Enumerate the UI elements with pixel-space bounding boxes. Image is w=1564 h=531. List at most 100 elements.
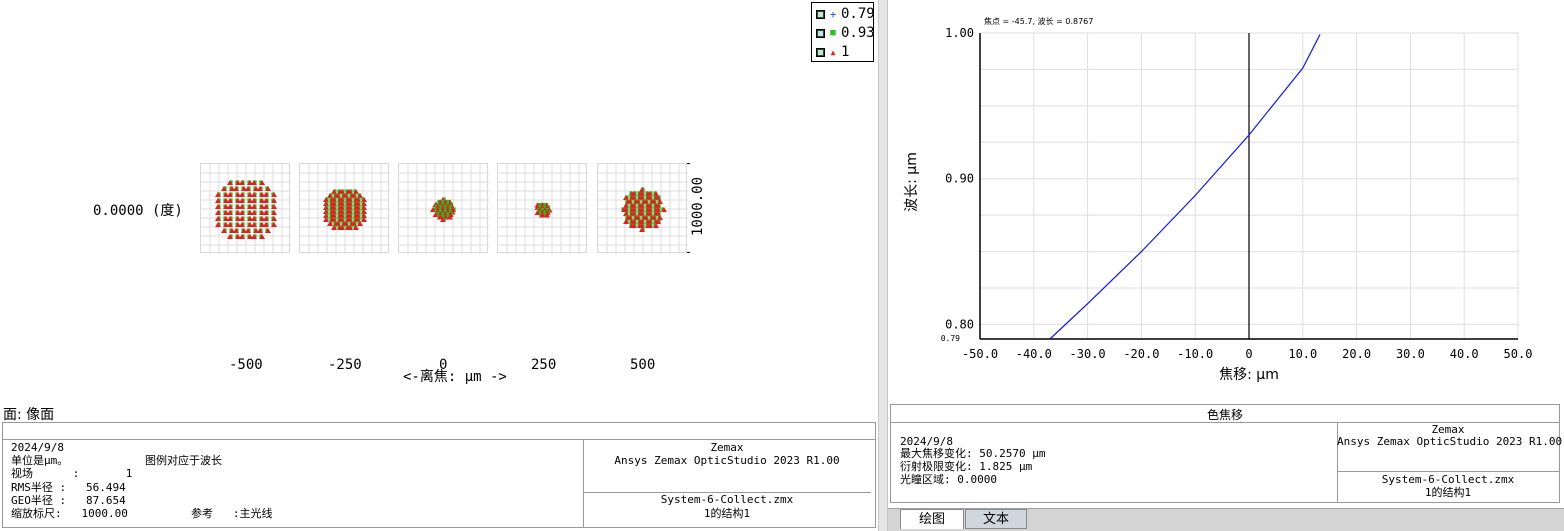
- spot-point-red: [339, 213, 345, 218]
- tab-text[interactable]: 文本: [965, 509, 1027, 529]
- spot-plot: [598, 164, 688, 254]
- spot-point-red: [227, 216, 233, 221]
- spot-point-red: [347, 225, 353, 230]
- spot-point-red: [347, 201, 353, 206]
- spot-point-red: [251, 198, 257, 203]
- legend-item[interactable]: + 0.79: [816, 5, 875, 23]
- triangle-marker-icon: ▲: [830, 47, 836, 57]
- spot-point-red: [331, 189, 337, 194]
- spot-point-red: [639, 223, 645, 228]
- x-tick-label: 30.0: [1396, 347, 1425, 361]
- spot-point-red: [215, 204, 221, 209]
- spot-point-red: [253, 228, 259, 233]
- spot-point-red: [647, 219, 653, 224]
- spot-point-red: [347, 197, 353, 202]
- checkbox-icon[interactable]: [816, 9, 825, 19]
- info-table: 2024/9/8 单位是μm。 图例对应于波长 视场 : 1 RMS半径 : 5…: [2, 422, 876, 528]
- spot-point-red: [361, 213, 367, 218]
- spot-point-red: [651, 215, 657, 220]
- spot-point-red: [271, 210, 277, 215]
- plus-marker-icon: +: [829, 7, 837, 21]
- spot-point-red: [327, 193, 333, 198]
- focus-tick-label: -250: [328, 357, 362, 373]
- spot-point-red: [227, 222, 233, 227]
- spot-point-red: [271, 192, 277, 197]
- info-config: 1的结构1: [1424, 486, 1472, 499]
- spot-point-red: [241, 186, 247, 191]
- legend-item[interactable]: ■ 0.93: [816, 24, 875, 42]
- spot-point-red: [335, 221, 341, 226]
- focus-tick-label: 0: [439, 357, 448, 373]
- spot-point-red: [233, 186, 239, 191]
- info-max-shift: 最大焦移变化: 50.2570 μm: [900, 447, 1046, 460]
- spot-point-red: [355, 209, 361, 214]
- spot-point-red: [323, 197, 329, 202]
- chart-title: 色焦移: [1206, 408, 1243, 422]
- pane-splitter[interactable]: [878, 0, 888, 531]
- spot-point-red: [215, 222, 221, 227]
- x-tick-label: -20.0: [1123, 347, 1159, 361]
- spot-point-red: [271, 222, 277, 227]
- spot-point-red: [259, 180, 265, 185]
- x-tick-label: 50.0: [1504, 347, 1533, 361]
- info-rms: RMS半径 : 56.494: [11, 481, 126, 494]
- spot-point-red: [437, 214, 444, 220]
- tab-plot[interactable]: 绘图: [900, 509, 964, 529]
- spot-point-red: [331, 213, 337, 218]
- spot-point-red: [259, 192, 265, 197]
- info-legend-note: 图例对应于波长: [145, 454, 222, 467]
- spot-point-red: [235, 210, 241, 215]
- spot-point-red: [247, 198, 253, 203]
- square-marker-icon: ■: [830, 28, 836, 38]
- spot-point-red: [631, 195, 637, 200]
- spot-point-red: [323, 217, 329, 222]
- spot-point-red: [221, 186, 227, 191]
- spot-point-red: [227, 204, 233, 209]
- spot-point-red: [259, 234, 265, 239]
- divider: [583, 492, 871, 493]
- spot-point-red: [655, 207, 661, 212]
- spot-point-red: [440, 217, 446, 222]
- wavelength-legend: + 0.79 ■ 0.93 ▲ 1: [811, 2, 875, 62]
- spot-cell: [200, 163, 291, 254]
- spot-point-red: [247, 180, 253, 185]
- spot-point-red: [331, 217, 337, 222]
- spot-point-red: [265, 186, 271, 191]
- legend-item[interactable]: ▲ 1: [816, 43, 849, 61]
- spot-point-red: [631, 211, 637, 216]
- spot-point-red: [657, 199, 663, 204]
- spot-point-red: [245, 186, 251, 191]
- spot-point-red: [655, 195, 661, 200]
- spot-point-red: [239, 192, 245, 197]
- info-scale: 缩放标尺: 1000.00: [11, 507, 128, 520]
- spot-point-red: [339, 217, 345, 222]
- spot-point-red: [327, 221, 333, 226]
- spot-point-red: [643, 199, 649, 204]
- spot-point-red: [239, 234, 245, 239]
- spot-point-red: [251, 234, 257, 239]
- spot-point-red: [623, 195, 629, 200]
- focus-tick-label: 500: [630, 357, 656, 373]
- spot-point-red: [215, 216, 221, 221]
- info-diff-limit: 衍射极限变化: 1.825 μm: [900, 460, 1033, 473]
- spot-point-red: [355, 197, 361, 202]
- spot-point-red: [653, 191, 659, 196]
- checkbox-icon[interactable]: [816, 47, 825, 57]
- y-tick-label: 0.80: [945, 317, 974, 331]
- spot-point-red: [227, 192, 233, 197]
- spot-point-red: [247, 210, 253, 215]
- divider: [3, 439, 875, 440]
- spot-point-red: [357, 193, 363, 198]
- spot-point-red: [355, 213, 361, 218]
- spot-point-red: [251, 180, 257, 185]
- spot-point-red: [251, 216, 257, 221]
- spot-point-red: [251, 204, 257, 209]
- checkbox-icon[interactable]: [816, 28, 825, 38]
- info-geo: GEO半径 : 87.654: [11, 494, 126, 507]
- spot-point-red: [323, 201, 329, 206]
- spot-point-red: [655, 211, 661, 216]
- chart-annotation: 焦点 = -45.7, 波长 = 0.8767: [984, 16, 1093, 26]
- spot-point-red: [251, 192, 257, 197]
- divider: [583, 439, 584, 527]
- through-focus-spot-pane: + 0.79 ■ 0.93 ▲ 1 0.0000 (度) 1000.00 -50…: [2, 2, 876, 528]
